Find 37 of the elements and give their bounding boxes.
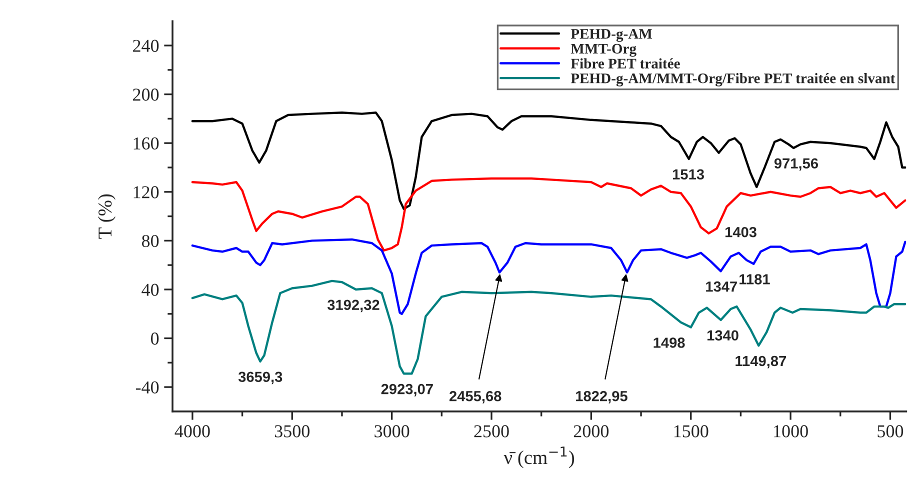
y-tick-label: 80 bbox=[142, 234, 159, 248]
annotation: 1513 bbox=[672, 169, 704, 180]
annotation: 2455,68 bbox=[449, 390, 502, 404]
x-tick-label: 4000 bbox=[174, 425, 210, 438]
y-tick-label: -40 bbox=[136, 381, 159, 394]
x-tick-label: 1500 bbox=[674, 425, 708, 438]
x-tick-label: 2000 bbox=[574, 425, 609, 438]
y-tick-label: 240 bbox=[133, 40, 159, 52]
x-axis-title: ν̄ (cm$^{−1}$) bbox=[504, 446, 574, 468]
line-series bbox=[191, 238, 906, 315]
legend-label: PEHD-g-AM bbox=[570, 28, 652, 42]
legend-label: MMT-Org bbox=[570, 44, 636, 57]
annotation: 1822,95 bbox=[576, 390, 628, 404]
x-tick-label: 2500 bbox=[474, 425, 509, 438]
y-tick-label: 120 bbox=[134, 186, 159, 198]
line-series bbox=[191, 111, 906, 210]
annotation: 1340 bbox=[707, 330, 738, 341]
annotation: 3659,3 bbox=[238, 372, 282, 384]
legend-label: PEHD-g-AM/MMT-Org/Fibre PET traitée en slvant bbox=[570, 73, 896, 86]
y-tick-label: 160 bbox=[134, 137, 159, 150]
y-tick-label: 200 bbox=[133, 88, 159, 101]
y-axis-title: T (%) bbox=[98, 194, 116, 239]
x-tick-label: 3000 bbox=[374, 425, 410, 438]
y-tick-label: 40 bbox=[142, 284, 159, 296]
annotation: 1181 bbox=[740, 274, 770, 284]
x-tick-label: 3500 bbox=[274, 425, 310, 438]
y-tick-label: 0 bbox=[150, 332, 159, 345]
x-tick-label: 500 bbox=[878, 425, 904, 438]
annotation: 1347 bbox=[706, 281, 737, 292]
annotation: 1498 bbox=[654, 338, 685, 348]
annotation: 1403 bbox=[725, 226, 756, 238]
annotation: 1149,87 bbox=[736, 356, 786, 368]
annotation: 2923,07 bbox=[381, 384, 433, 396]
x-tick-label: 1000 bbox=[774, 425, 808, 438]
annotation: 3192,32 bbox=[327, 300, 380, 312]
legend-label: Fibre PET traitée bbox=[570, 58, 680, 69]
annotation: 971,56 bbox=[774, 158, 818, 171]
